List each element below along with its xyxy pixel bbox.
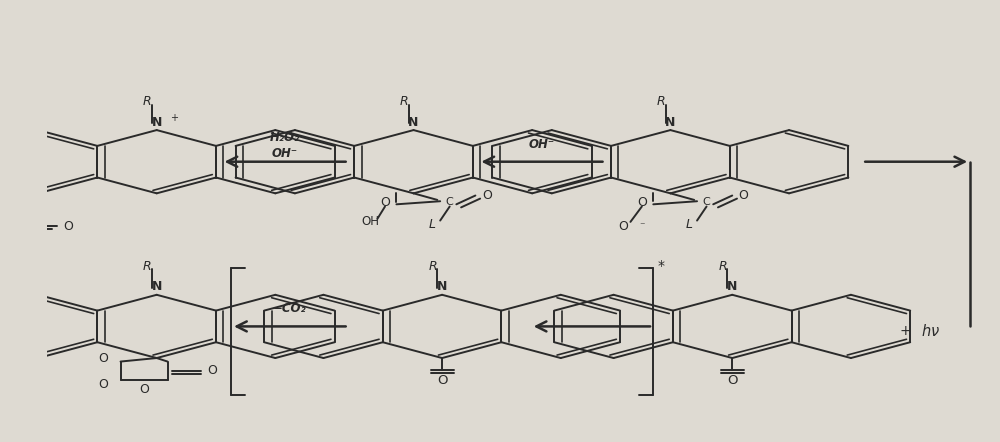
Text: O: O — [207, 364, 217, 377]
Text: O: O — [437, 374, 447, 387]
Text: O: O — [637, 196, 647, 209]
Text: H₂O₂: H₂O₂ — [270, 131, 300, 144]
Text: N: N — [437, 280, 447, 293]
Text: O: O — [482, 189, 492, 202]
Text: ⁻: ⁻ — [639, 221, 645, 231]
Text: C: C — [703, 197, 710, 207]
Text: $h\nu$: $h\nu$ — [921, 323, 940, 339]
Text: L: L — [429, 217, 436, 231]
Text: R: R — [428, 260, 437, 273]
Text: O: O — [739, 189, 749, 202]
Text: OH⁻: OH⁻ — [272, 147, 298, 160]
Text: *: * — [657, 259, 664, 273]
Text: O: O — [380, 196, 390, 209]
Text: O: O — [727, 374, 737, 387]
Text: R: R — [718, 260, 727, 273]
Text: N: N — [408, 116, 419, 129]
Text: N: N — [665, 116, 676, 129]
Text: OH⁻: OH⁻ — [529, 137, 555, 151]
Text: R: R — [143, 260, 151, 273]
Text: +: + — [170, 113, 178, 123]
Text: R: R — [657, 95, 665, 108]
Text: O: O — [64, 220, 73, 233]
Text: O: O — [618, 220, 628, 233]
Text: C: C — [446, 197, 454, 207]
Text: +: + — [900, 324, 916, 338]
Text: N: N — [152, 280, 162, 293]
Text: O: O — [98, 378, 108, 391]
Text: N: N — [152, 116, 162, 129]
Text: −CO₂: −CO₂ — [273, 302, 307, 315]
Text: R: R — [143, 95, 151, 108]
Text: R: R — [400, 95, 408, 108]
Text: N: N — [727, 280, 737, 293]
Text: O: O — [139, 383, 149, 396]
Text: O: O — [98, 351, 108, 365]
Text: OH: OH — [362, 215, 380, 229]
Text: L: L — [686, 217, 693, 231]
